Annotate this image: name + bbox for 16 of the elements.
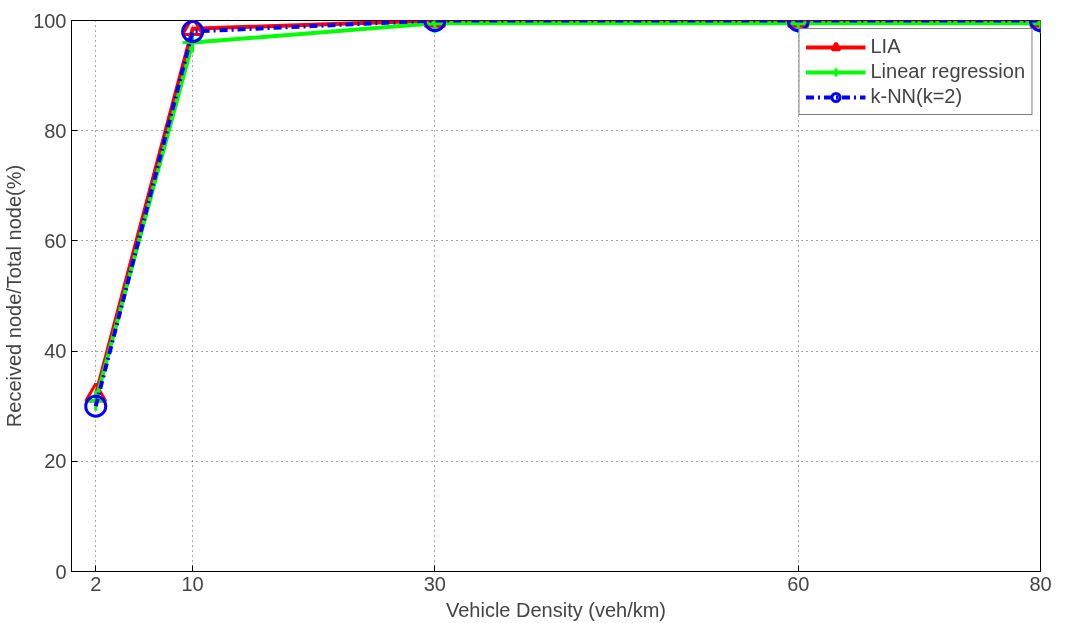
y-tick-label: 80 xyxy=(44,119,67,142)
x-tick-label: 10 xyxy=(181,572,204,595)
y-axis-title: Received node/Total node(%) xyxy=(3,164,26,428)
x-tick-label: 2 xyxy=(90,572,102,595)
x-tick-label: 80 xyxy=(1029,572,1052,595)
x-tick-label: 60 xyxy=(787,572,810,595)
y-tick-label: 100 xyxy=(33,9,67,32)
legend-label: k-NN(k=2) xyxy=(870,85,963,108)
legend-label: LIA xyxy=(870,35,901,58)
x-tick-label: 30 xyxy=(423,572,446,595)
y-tick-label: 0 xyxy=(55,560,67,583)
legend-label: Linear regression xyxy=(870,60,1025,83)
y-tick-label: 60 xyxy=(44,229,67,252)
x-axis-title: Vehicle Density (veh/km) xyxy=(445,598,667,621)
y-tick-label: 20 xyxy=(44,450,67,473)
y-tick-label: 40 xyxy=(44,340,67,363)
